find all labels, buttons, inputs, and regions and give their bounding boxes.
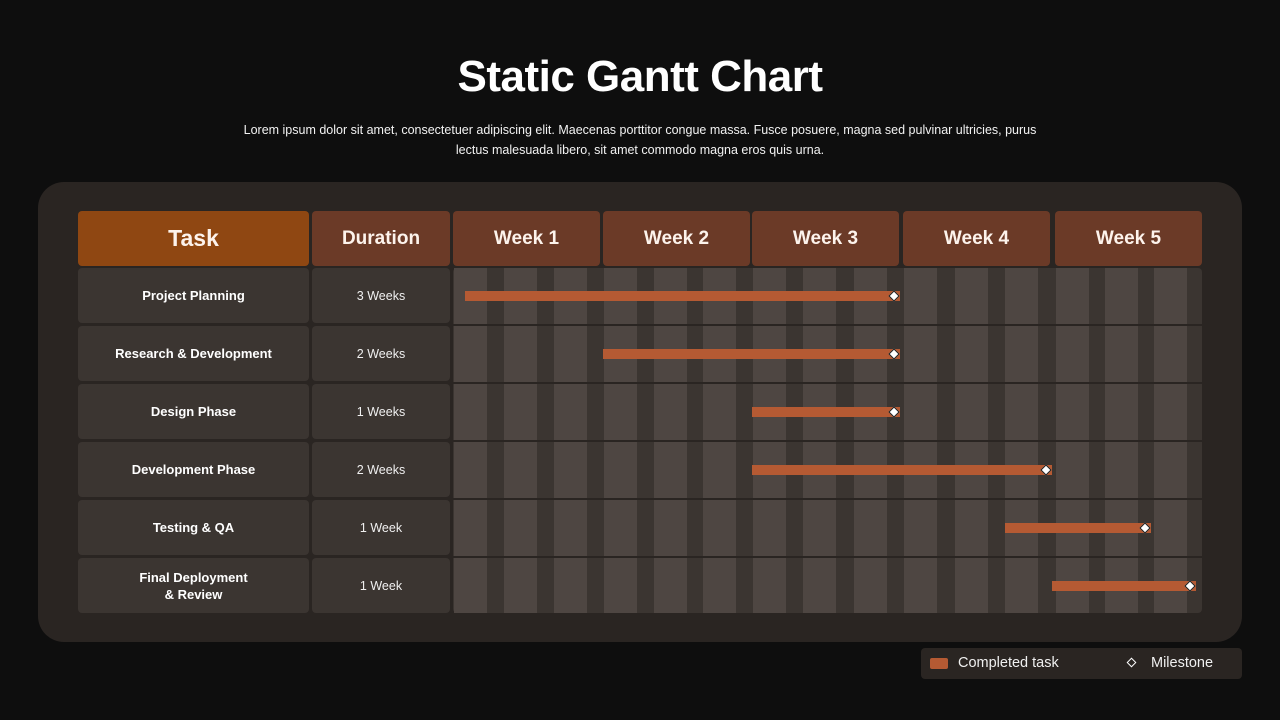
week-header-3: Week 3 (752, 211, 899, 266)
task-duration-cell: 3 Weeks (312, 268, 450, 323)
week-header-2: Week 2 (603, 211, 750, 266)
task-bar (1004, 523, 1151, 533)
task-bar (1051, 581, 1197, 591)
week-header-5: Week 5 (1055, 211, 1202, 266)
page-subtitle: Lorem ipsum dolor sit amet, consectetuer… (243, 123, 1037, 157)
task-duration-cell: 1 Week (312, 558, 450, 613)
row-separator (453, 324, 1202, 326)
week-header-1: Week 1 (453, 211, 600, 266)
task-duration-cell: 1 Weeks (312, 384, 450, 439)
task-bar (752, 465, 1052, 475)
task-bar (603, 349, 900, 359)
row-separator (453, 556, 1202, 558)
milestone-diamond-icon (1126, 657, 1137, 668)
legend-label-milestone: Milestone (1151, 655, 1214, 671)
duration-column-header: Duration (312, 211, 450, 266)
task-name-cell: Research & Development (78, 326, 309, 381)
completed-task-swatch (930, 658, 948, 669)
task-duration-cell: 2 Weeks (312, 442, 450, 497)
week-header-4: Week 4 (903, 211, 1050, 266)
task-column-header: Task (78, 211, 309, 266)
task-name-cell: Final Deployment & Review (78, 558, 309, 613)
task-name-cell: Development Phase (78, 442, 309, 497)
page-title: Static Gantt Chart (457, 52, 823, 101)
task-name-cell: Project Planning (78, 268, 309, 323)
task-duration-cell: 2 Weeks (312, 326, 450, 381)
task-name-cell: Testing & QA (78, 500, 309, 555)
row-separator (453, 440, 1202, 442)
row-separator (453, 498, 1202, 500)
row-separator (453, 382, 1202, 384)
legend-label-completed: Completed task (958, 655, 1059, 671)
legend: Completed task Milestone (921, 648, 1242, 679)
task-duration-cell: 1 Week (312, 500, 450, 555)
task-name-cell: Design Phase (78, 384, 309, 439)
task-bar (752, 407, 900, 417)
task-bar (465, 291, 900, 301)
